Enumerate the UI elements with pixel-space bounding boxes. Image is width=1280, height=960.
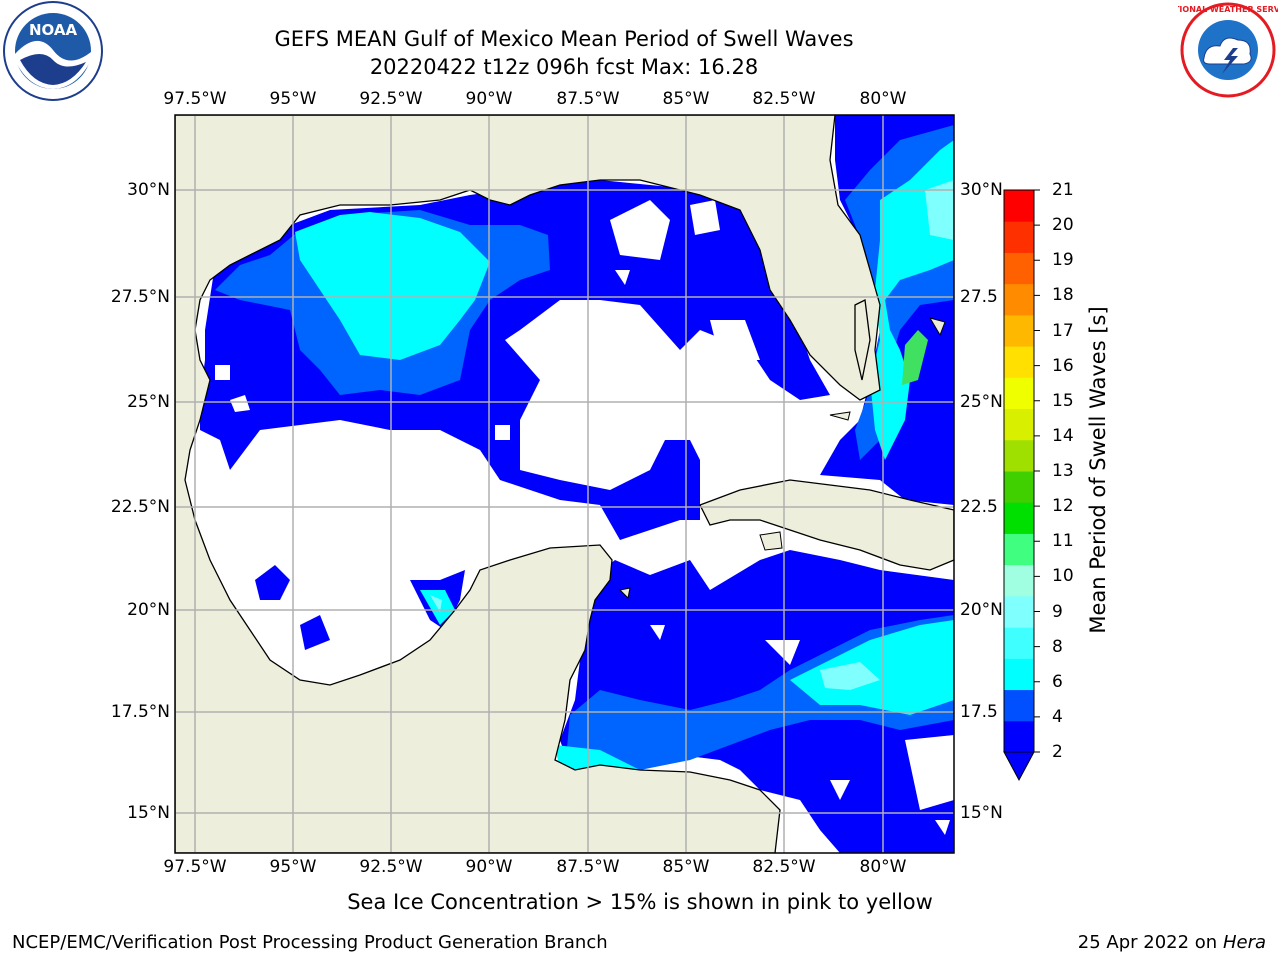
footer-host: Hera bbox=[1222, 932, 1266, 953]
colorbar-swatch bbox=[1004, 502, 1034, 534]
colorbar-tick-label: 9 bbox=[1052, 601, 1063, 622]
colorbar-swatch bbox=[1004, 627, 1034, 659]
lon-tick-bottom: 95°W bbox=[269, 857, 317, 877]
noaa-logo: NOAA bbox=[3, 1, 103, 101]
colorbar-tick-label: 12 bbox=[1052, 496, 1074, 517]
map-subtitle: 20220422 t12z 096h fcst Max: 16.28 bbox=[369, 55, 759, 79]
colorbar-title: Mean Period of Swell Waves [s] bbox=[1086, 306, 1110, 634]
lon-tick-top: 97.5°W bbox=[163, 89, 227, 109]
colorbar-swatch bbox=[1004, 283, 1034, 316]
lat-tick-left: 17.5°N bbox=[110, 702, 170, 722]
colorbar-swatch bbox=[1004, 689, 1034, 722]
lon-tick-top: 87.5°W bbox=[556, 89, 620, 109]
lat-tick-left: 25°N bbox=[127, 392, 170, 412]
swell-field-cyan-south bbox=[790, 620, 954, 715]
map-gridlines bbox=[175, 115, 954, 853]
islands bbox=[618, 317, 946, 600]
swell-field-blue-small bbox=[255, 565, 290, 600]
colorbar-tick-label: 10 bbox=[1052, 566, 1074, 587]
lat-tick-right: 25°N bbox=[960, 392, 1003, 412]
footer-date: 25 Apr 2022 on Hera bbox=[1078, 932, 1266, 953]
lon-tick-top: 85°W bbox=[662, 89, 710, 109]
swell-field-green bbox=[902, 330, 928, 385]
lon-tick-bottom: 80°W bbox=[859, 857, 907, 877]
colorbar-tick-label: 8 bbox=[1052, 636, 1063, 657]
lat-tick-right: 15°N bbox=[960, 803, 1003, 823]
swell-field-blue-small2 bbox=[300, 615, 330, 650]
lon-tick-bottom: 82.5°W bbox=[752, 857, 816, 877]
colorbar-tick-label: 2 bbox=[1052, 742, 1063, 762]
colorbar-tick-label: 4 bbox=[1052, 706, 1063, 727]
colorbar-swatch bbox=[1004, 439, 1034, 472]
lat-tick-left: 20°N bbox=[127, 600, 170, 620]
footer-date-text: 25 Apr 2022 on bbox=[1077, 932, 1223, 953]
colorbar-swatch bbox=[1004, 221, 1034, 253]
lon-tick-bottom: 85°W bbox=[662, 857, 710, 877]
colorbar-swatch bbox=[1004, 377, 1034, 410]
land-masses bbox=[175, 115, 954, 853]
lon-tick-top: 82.5°W bbox=[752, 89, 816, 109]
colorbar-tick-label: 14 bbox=[1052, 425, 1074, 446]
colorbar-tick-label: 6 bbox=[1052, 671, 1063, 692]
colorbar-tick-label: 20 bbox=[1052, 215, 1074, 236]
colorbar-swatch bbox=[1004, 252, 1034, 285]
colorbar bbox=[1003, 189, 1040, 782]
lon-tick-bottom: 97.5°W bbox=[163, 857, 227, 877]
lon-tick-top: 90°W bbox=[465, 89, 513, 109]
colorbar-swatch bbox=[1004, 408, 1034, 441]
land-us-gulf-coast bbox=[175, 115, 881, 853]
colorbar-swatch bbox=[1004, 720, 1034, 753]
map-frame bbox=[174, 114, 955, 854]
colorbar-tick-label: 15 bbox=[1052, 390, 1074, 411]
colorbar-tick-label: 21 bbox=[1052, 180, 1074, 200]
lon-tick-top: 92.5°W bbox=[359, 89, 423, 109]
colorbar-swatch bbox=[1004, 595, 1034, 628]
colorbar-swatch bbox=[1004, 346, 1034, 378]
swell-field-cyan-north bbox=[295, 212, 490, 360]
lon-tick-top: 95°W bbox=[269, 89, 317, 109]
lon-tick-bottom: 90°W bbox=[465, 857, 513, 877]
colorbar-tick-label: 11 bbox=[1052, 531, 1074, 552]
lon-tick-bottom: 87.5°W bbox=[556, 857, 620, 877]
lat-tick-right: 22.5 bbox=[960, 497, 998, 517]
noaa-logo-text: NOAA bbox=[29, 21, 78, 39]
colorbar-tick-label: 17 bbox=[1052, 320, 1074, 341]
lat-tick-left: 27.5°N bbox=[110, 287, 170, 307]
colorbar-tick-label: 16 bbox=[1052, 355, 1074, 376]
colorbar-swatch bbox=[1004, 533, 1034, 566]
nws-logo: NATIONAL WEATHER SERVICE bbox=[1178, 2, 1278, 98]
colorbar-swatch bbox=[1004, 471, 1034, 503]
footer-credit: NCEP/EMC/Verification Post Processing Pr… bbox=[12, 932, 608, 953]
lat-tick-left: 30°N bbox=[127, 180, 170, 200]
colorbar-extend-arrow bbox=[1003, 751, 1035, 782]
lat-tick-right: 20°N bbox=[960, 600, 1003, 620]
colorbar-swatch bbox=[1004, 190, 1034, 222]
colorbar-swatch bbox=[1004, 314, 1034, 347]
nws-logo-text: NATIONAL WEATHER SERVICE bbox=[1178, 5, 1278, 14]
sea-ice-note: Sea Ice Concentration > 15% is shown in … bbox=[347, 890, 933, 914]
lat-tick-left: 15°N bbox=[127, 803, 170, 823]
land-florida-keys bbox=[854, 299, 871, 381]
colorbar-tick-label: 13 bbox=[1052, 461, 1074, 481]
lat-tick-right: 30°N bbox=[960, 180, 1003, 200]
colorbar-swatch bbox=[1004, 564, 1034, 597]
colorbar-tick-label: 18 bbox=[1052, 285, 1074, 306]
lon-tick-bottom: 92.5°W bbox=[359, 857, 423, 877]
colorbar-swatch bbox=[1004, 658, 1034, 691]
lat-tick-left: 22.5°N bbox=[110, 497, 170, 517]
colorbar-tick-label: 19 bbox=[1052, 250, 1074, 271]
lon-tick-top: 80°W bbox=[859, 89, 907, 109]
map-title: GEFS MEAN Gulf of Mexico Mean Period of … bbox=[274, 27, 854, 51]
land-cuba bbox=[699, 479, 954, 571]
lat-tick-right: 27.5 bbox=[960, 287, 998, 307]
swell-field-cyan-small bbox=[555, 745, 640, 772]
lat-tick-right: 17.5 bbox=[960, 702, 998, 722]
